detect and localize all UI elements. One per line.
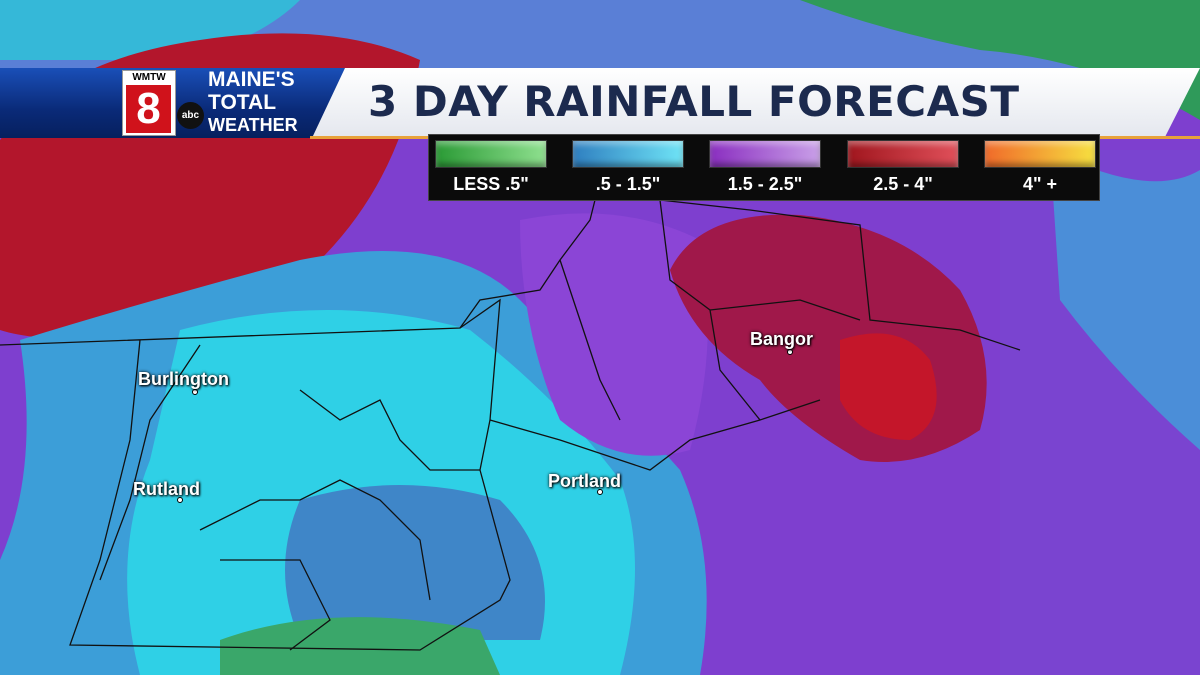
brand-line: MAINE'S bbox=[208, 68, 295, 91]
page-title: 3 DAY RAINFALL FORECAST bbox=[368, 77, 1020, 126]
brand-wordmark: MAINE'S TOTAL WEATHER bbox=[208, 68, 298, 137]
rain-zone-blue-south bbox=[285, 485, 545, 640]
legend-swatch-blue bbox=[572, 140, 684, 168]
title-banner: WMTW 8 abc MAINE'S TOTAL WEATHER 3 DAY R… bbox=[0, 68, 1200, 139]
rain-zone-blue-east bbox=[1050, 150, 1200, 450]
legend-item: 4" + bbox=[984, 140, 1096, 195]
legend-label: 1.5 - 2.5" bbox=[727, 174, 803, 194]
rain-zone-green-south bbox=[220, 617, 500, 675]
channel-number: 8 bbox=[126, 85, 171, 133]
legend-label: 4" + bbox=[1022, 174, 1058, 194]
legend-swatch-orange bbox=[984, 140, 1096, 168]
station-logo: WMTW 8 bbox=[122, 70, 176, 136]
rain-zone-red-core bbox=[840, 333, 937, 440]
legend-label: LESS .5" bbox=[453, 174, 529, 194]
legend-item: 1.5 - 2.5" bbox=[709, 140, 821, 195]
city-label-portland: Portland bbox=[548, 471, 622, 491]
city-markers bbox=[177, 349, 793, 503]
legend-label: .5 - 1.5" bbox=[595, 174, 661, 194]
legend-label: 2.5 - 4" bbox=[873, 174, 933, 194]
legend-swatch-purple bbox=[709, 140, 821, 168]
legend-item: LESS .5" bbox=[435, 140, 547, 195]
legend-item: 2.5 - 4" bbox=[847, 140, 959, 195]
network-logo: abc bbox=[177, 102, 204, 129]
city-label-bangor: Bangor bbox=[750, 329, 813, 349]
brand-line: WEATHER bbox=[208, 115, 298, 135]
title-bar bbox=[312, 68, 1200, 138]
station-callsign: WMTW bbox=[132, 72, 166, 83]
rain-zone-green-top bbox=[800, 0, 1200, 120]
brand-line: TOTAL bbox=[208, 91, 277, 114]
city-label-rutland: Rutland bbox=[133, 479, 200, 499]
legend-swatch-red bbox=[847, 140, 959, 168]
rainfall-legend: LESS .5" .5 - 1.5" 1.5 - 2.5" 2.5 - 4" 4… bbox=[428, 134, 1100, 201]
rain-zone-purple-central bbox=[520, 213, 708, 456]
legend-swatch-green bbox=[435, 140, 547, 168]
city-label-burlington: Burlington bbox=[138, 369, 229, 389]
legend-item: .5 - 1.5" bbox=[572, 140, 684, 195]
